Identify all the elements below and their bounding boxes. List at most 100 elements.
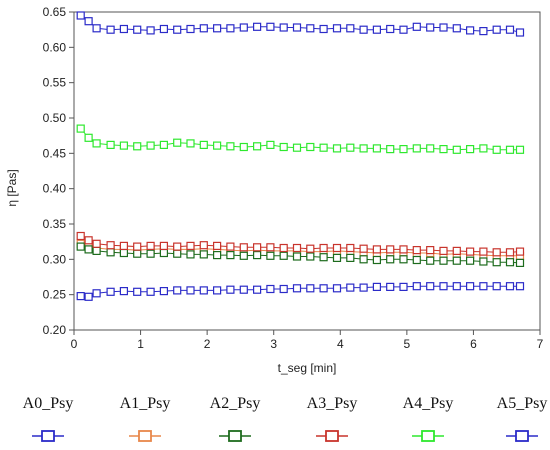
data-point: [492, 248, 501, 257]
legend-marker: [228, 430, 242, 442]
data-point: [426, 256, 435, 265]
tick-labels: 0 1 2 3 4 5 6 7 0.20 0.25 0.30 0.35 0.40 0.45 0.50 0.55…: [43, 5, 544, 351]
data-point: [119, 241, 129, 250]
data-point: [186, 24, 195, 34]
data-point: [466, 282, 475, 291]
data-point: [213, 241, 222, 250]
data-point: [372, 255, 381, 265]
data-point: [346, 24, 355, 33]
y-tick-label: 0.65: [43, 5, 67, 19]
data-point: [359, 144, 368, 153]
data-point: [452, 24, 461, 33]
x-tick-label: 1: [137, 337, 144, 351]
data-point: [426, 246, 435, 255]
data-point: [76, 242, 85, 251]
data-point: [186, 139, 195, 148]
data-point: [515, 247, 525, 256]
data-point: [359, 25, 368, 34]
data-point: [106, 140, 115, 149]
legend-item-A4_Psy: A4_Psy: [403, 395, 453, 442]
data-point: [399, 145, 408, 154]
data-point: [292, 243, 302, 253]
data-point: [372, 245, 381, 254]
legend-marker: [325, 430, 339, 442]
data-point: [84, 236, 93, 245]
series-A4_Psy: [76, 124, 525, 154]
x-tick-label: 5: [404, 337, 411, 351]
legend: A0_Psy A1_Psy A2_Psy A3_Psy A4_Psy A5_Psy: [23, 395, 547, 442]
data-point: [279, 251, 288, 260]
data-point: [133, 287, 142, 296]
data-point: [76, 231, 85, 241]
data-point: [159, 287, 168, 296]
y-tick-label: 0.30: [43, 252, 67, 266]
data-point: [146, 249, 155, 258]
data-point: [306, 284, 315, 293]
data-point: [239, 142, 248, 152]
data-point: [386, 282, 395, 291]
data-point: [84, 17, 93, 26]
data-point: [439, 145, 448, 154]
y-tick-label: 0.40: [43, 182, 67, 196]
data-point: [173, 242, 182, 251]
data-point: [492, 25, 501, 34]
data-point: [412, 255, 421, 265]
data-point: [412, 282, 421, 291]
series-A3_Psy: [76, 231, 525, 257]
y-tick-label: 0.55: [43, 76, 67, 90]
data-point: [332, 253, 342, 262]
data-point: [76, 124, 85, 133]
data-point: [133, 142, 142, 151]
data-point: [319, 24, 328, 34]
data-point: [146, 26, 155, 35]
data-point: [106, 248, 115, 257]
data-point: [479, 27, 488, 36]
data-point: [92, 246, 101, 255]
legend-item-A3_Psy: A3_Psy: [307, 395, 357, 442]
y-tick-label: 0.25: [43, 288, 67, 302]
data-point: [466, 247, 475, 256]
data-point: [479, 282, 488, 291]
data-point: [306, 142, 315, 152]
data-point: [119, 141, 129, 150]
data-point: [199, 24, 208, 33]
x-tick-label: 2: [204, 337, 211, 351]
data-point: [466, 26, 475, 35]
data-point: [266, 22, 275, 31]
data-point: [452, 282, 461, 291]
data-point: [173, 249, 182, 258]
data-point: [306, 244, 315, 253]
data-point: [146, 287, 155, 296]
data-point: [226, 251, 235, 260]
data-point: [479, 257, 488, 266]
data-point: [84, 245, 93, 254]
data-point: [505, 25, 515, 34]
data-point: [292, 252, 302, 261]
legend-item-A0_Psy: A0_Psy: [23, 395, 73, 442]
x-tick-label: 6: [470, 337, 477, 351]
series-A0_Psy: [76, 11, 525, 37]
data-point: [359, 283, 368, 292]
data-point: [186, 250, 195, 259]
y-tick-label: 0.20: [43, 323, 67, 337]
data-point: [466, 256, 475, 265]
data-point: [332, 243, 342, 253]
data-point: [372, 144, 381, 153]
data-point: [199, 241, 208, 250]
data-point: [359, 244, 368, 253]
legend-label: A1_Psy: [120, 395, 171, 412]
data-point: [226, 24, 235, 33]
data-point: [386, 245, 395, 254]
data-point: [279, 142, 288, 152]
y-tick-label: 0.60: [43, 40, 67, 54]
data-point: [439, 246, 448, 255]
data-point: [439, 282, 448, 291]
plot-frame: [73, 11, 541, 331]
data-point: [213, 251, 222, 260]
y-tick-label: 0.35: [43, 217, 67, 231]
data-point: [346, 283, 355, 292]
data-point: [239, 23, 248, 32]
data-point: [106, 25, 115, 34]
data-point: [106, 287, 115, 296]
